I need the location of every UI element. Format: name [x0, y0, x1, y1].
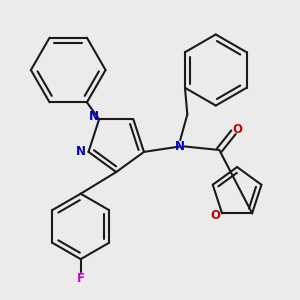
Text: N: N: [175, 140, 185, 153]
Text: O: O: [211, 208, 221, 222]
Text: N: N: [76, 145, 86, 158]
Text: F: F: [77, 272, 85, 285]
Text: N: N: [89, 110, 99, 123]
Text: O: O: [232, 123, 242, 136]
